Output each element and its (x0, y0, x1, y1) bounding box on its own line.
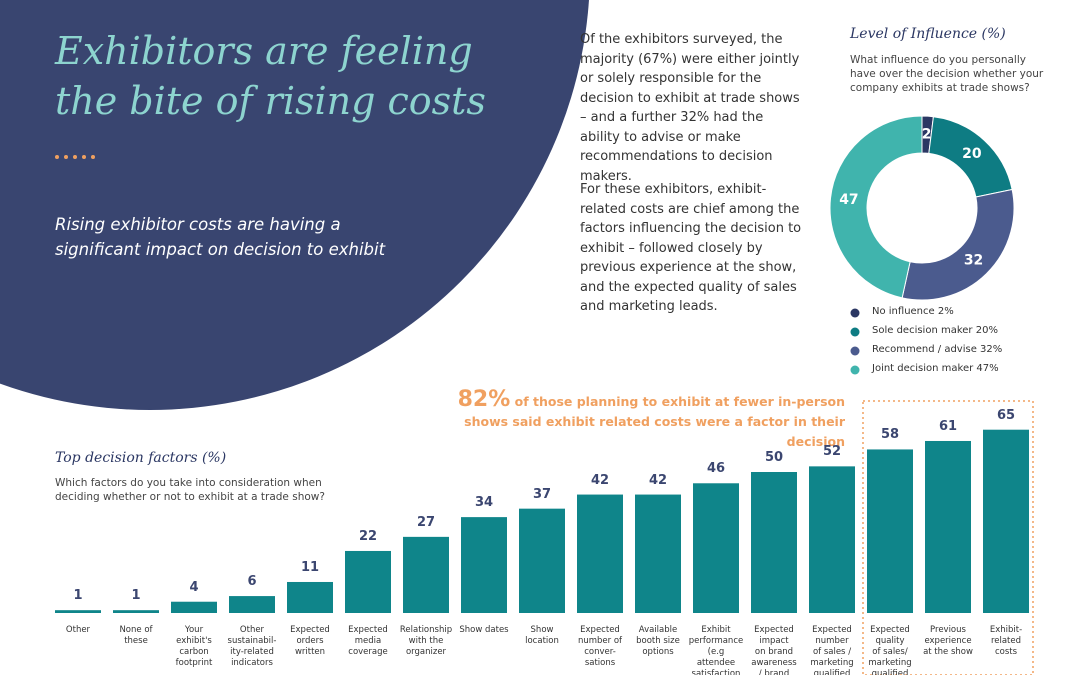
bar (635, 494, 681, 613)
bar (925, 440, 971, 613)
value-label: 52 (822, 444, 842, 460)
value-label: 42 (590, 472, 610, 488)
x-tick-label: Expected orders written (290, 625, 330, 657)
x-tick-label: Other (65, 625, 91, 635)
value-label: 1 (131, 588, 141, 604)
backdrop-circle (0, 0, 589, 410)
paragraph: For these exhibitors, exhibit-related co… (580, 182, 802, 314)
callout: 82% of those planning to exhibit at fewe… (425, 387, 845, 452)
x-tick-label: Expected quality of sales/ marketing qua… (868, 625, 912, 675)
value-label: 1 (73, 588, 83, 604)
bar (461, 517, 507, 613)
legend-label: Recommend / advise 32% (872, 344, 1003, 355)
x-tick-label: None of these (119, 625, 153, 646)
legend-swatch (850, 346, 860, 356)
x-tick-label: Expected number of conver- sations (577, 625, 623, 668)
bar (113, 610, 159, 613)
x-tick-label: Expected number of sales / marketing qua… (810, 625, 854, 675)
x-tick-label: Exhibit- related costs (989, 625, 1023, 657)
x-tick-label: Expected impact on brand awareness / bra… (751, 625, 797, 675)
x-tick-label: Previous experience at the show (923, 625, 973, 657)
bar (55, 610, 101, 613)
value-label: 34 (474, 495, 494, 511)
x-tick-label: Exhibit performance (e.g attendee satisf… (688, 625, 744, 675)
value-label: 65 (996, 407, 1016, 423)
legend-swatch (850, 365, 860, 375)
slice-label: 47 (839, 192, 858, 208)
value-label: 61 (938, 418, 958, 434)
chart-subtitle: Which factors do you take into considera… (55, 477, 325, 503)
title: Exhibitors are feeling the bite of risin… (55, 29, 486, 123)
x-tick-label: Expected media coverage (348, 625, 388, 657)
x-tick-label: Your exhibit's carbon footprint (175, 625, 213, 668)
x-tick-label: Show location (525, 625, 559, 646)
bar (577, 494, 623, 613)
value-label: 11 (300, 559, 320, 575)
value-label: 58 (880, 427, 900, 443)
bar (171, 601, 217, 613)
value-label: 46 (706, 461, 726, 477)
bar (751, 472, 797, 613)
dots (55, 155, 95, 159)
chart-title: Level of Influence (%) (850, 26, 1006, 42)
chart-subtitle: What influence do you personally have ov… (850, 54, 1044, 94)
bar (693, 483, 739, 613)
slice-label: 2 (922, 127, 932, 143)
value-label: 4 (189, 579, 199, 595)
paragraph: Of the exhibitors surveyed, the majority… (580, 32, 800, 184)
value-label: 50 (764, 450, 784, 465)
x-tick-label: Available booth size options (636, 625, 680, 657)
legend-label: Joint decision maker 47% (872, 363, 999, 374)
bar (403, 536, 449, 613)
value-label: 22 (358, 528, 378, 544)
donut-slice (829, 115, 923, 299)
bar (345, 550, 391, 613)
callout-figure: 82% (457, 387, 511, 412)
donut-slice (901, 188, 1015, 301)
legend-label: No influence 2% (872, 306, 954, 317)
legend-swatch (850, 308, 860, 318)
slice-label: 20 (962, 146, 982, 162)
value-label: 6 (247, 574, 257, 590)
x-tick-label: Show dates (459, 625, 509, 635)
highlight-box (862, 400, 1034, 675)
bar (229, 596, 275, 613)
bar (519, 508, 565, 613)
x-tick-label: Other sustainabil- ity-related indicator… (227, 625, 277, 668)
x-tick-label: Relationship with the organizer (399, 625, 453, 657)
slice-label: 32 (964, 252, 983, 268)
subtitle: Rising exhibitor costs are having a sign… (55, 215, 386, 259)
legend-swatch (850, 327, 860, 337)
chart-title: Top decision factors (%) (55, 450, 227, 466)
bar (983, 429, 1029, 613)
value-label: 42 (648, 472, 668, 488)
legend-label: Sole decision maker 20% (872, 325, 998, 336)
bar (809, 466, 855, 613)
bar (867, 449, 913, 613)
bar (287, 581, 333, 613)
value-label: 37 (532, 486, 552, 502)
value-label: 27 (416, 514, 436, 530)
callout-text: of those planning to exhibit at fewer in… (464, 394, 845, 449)
